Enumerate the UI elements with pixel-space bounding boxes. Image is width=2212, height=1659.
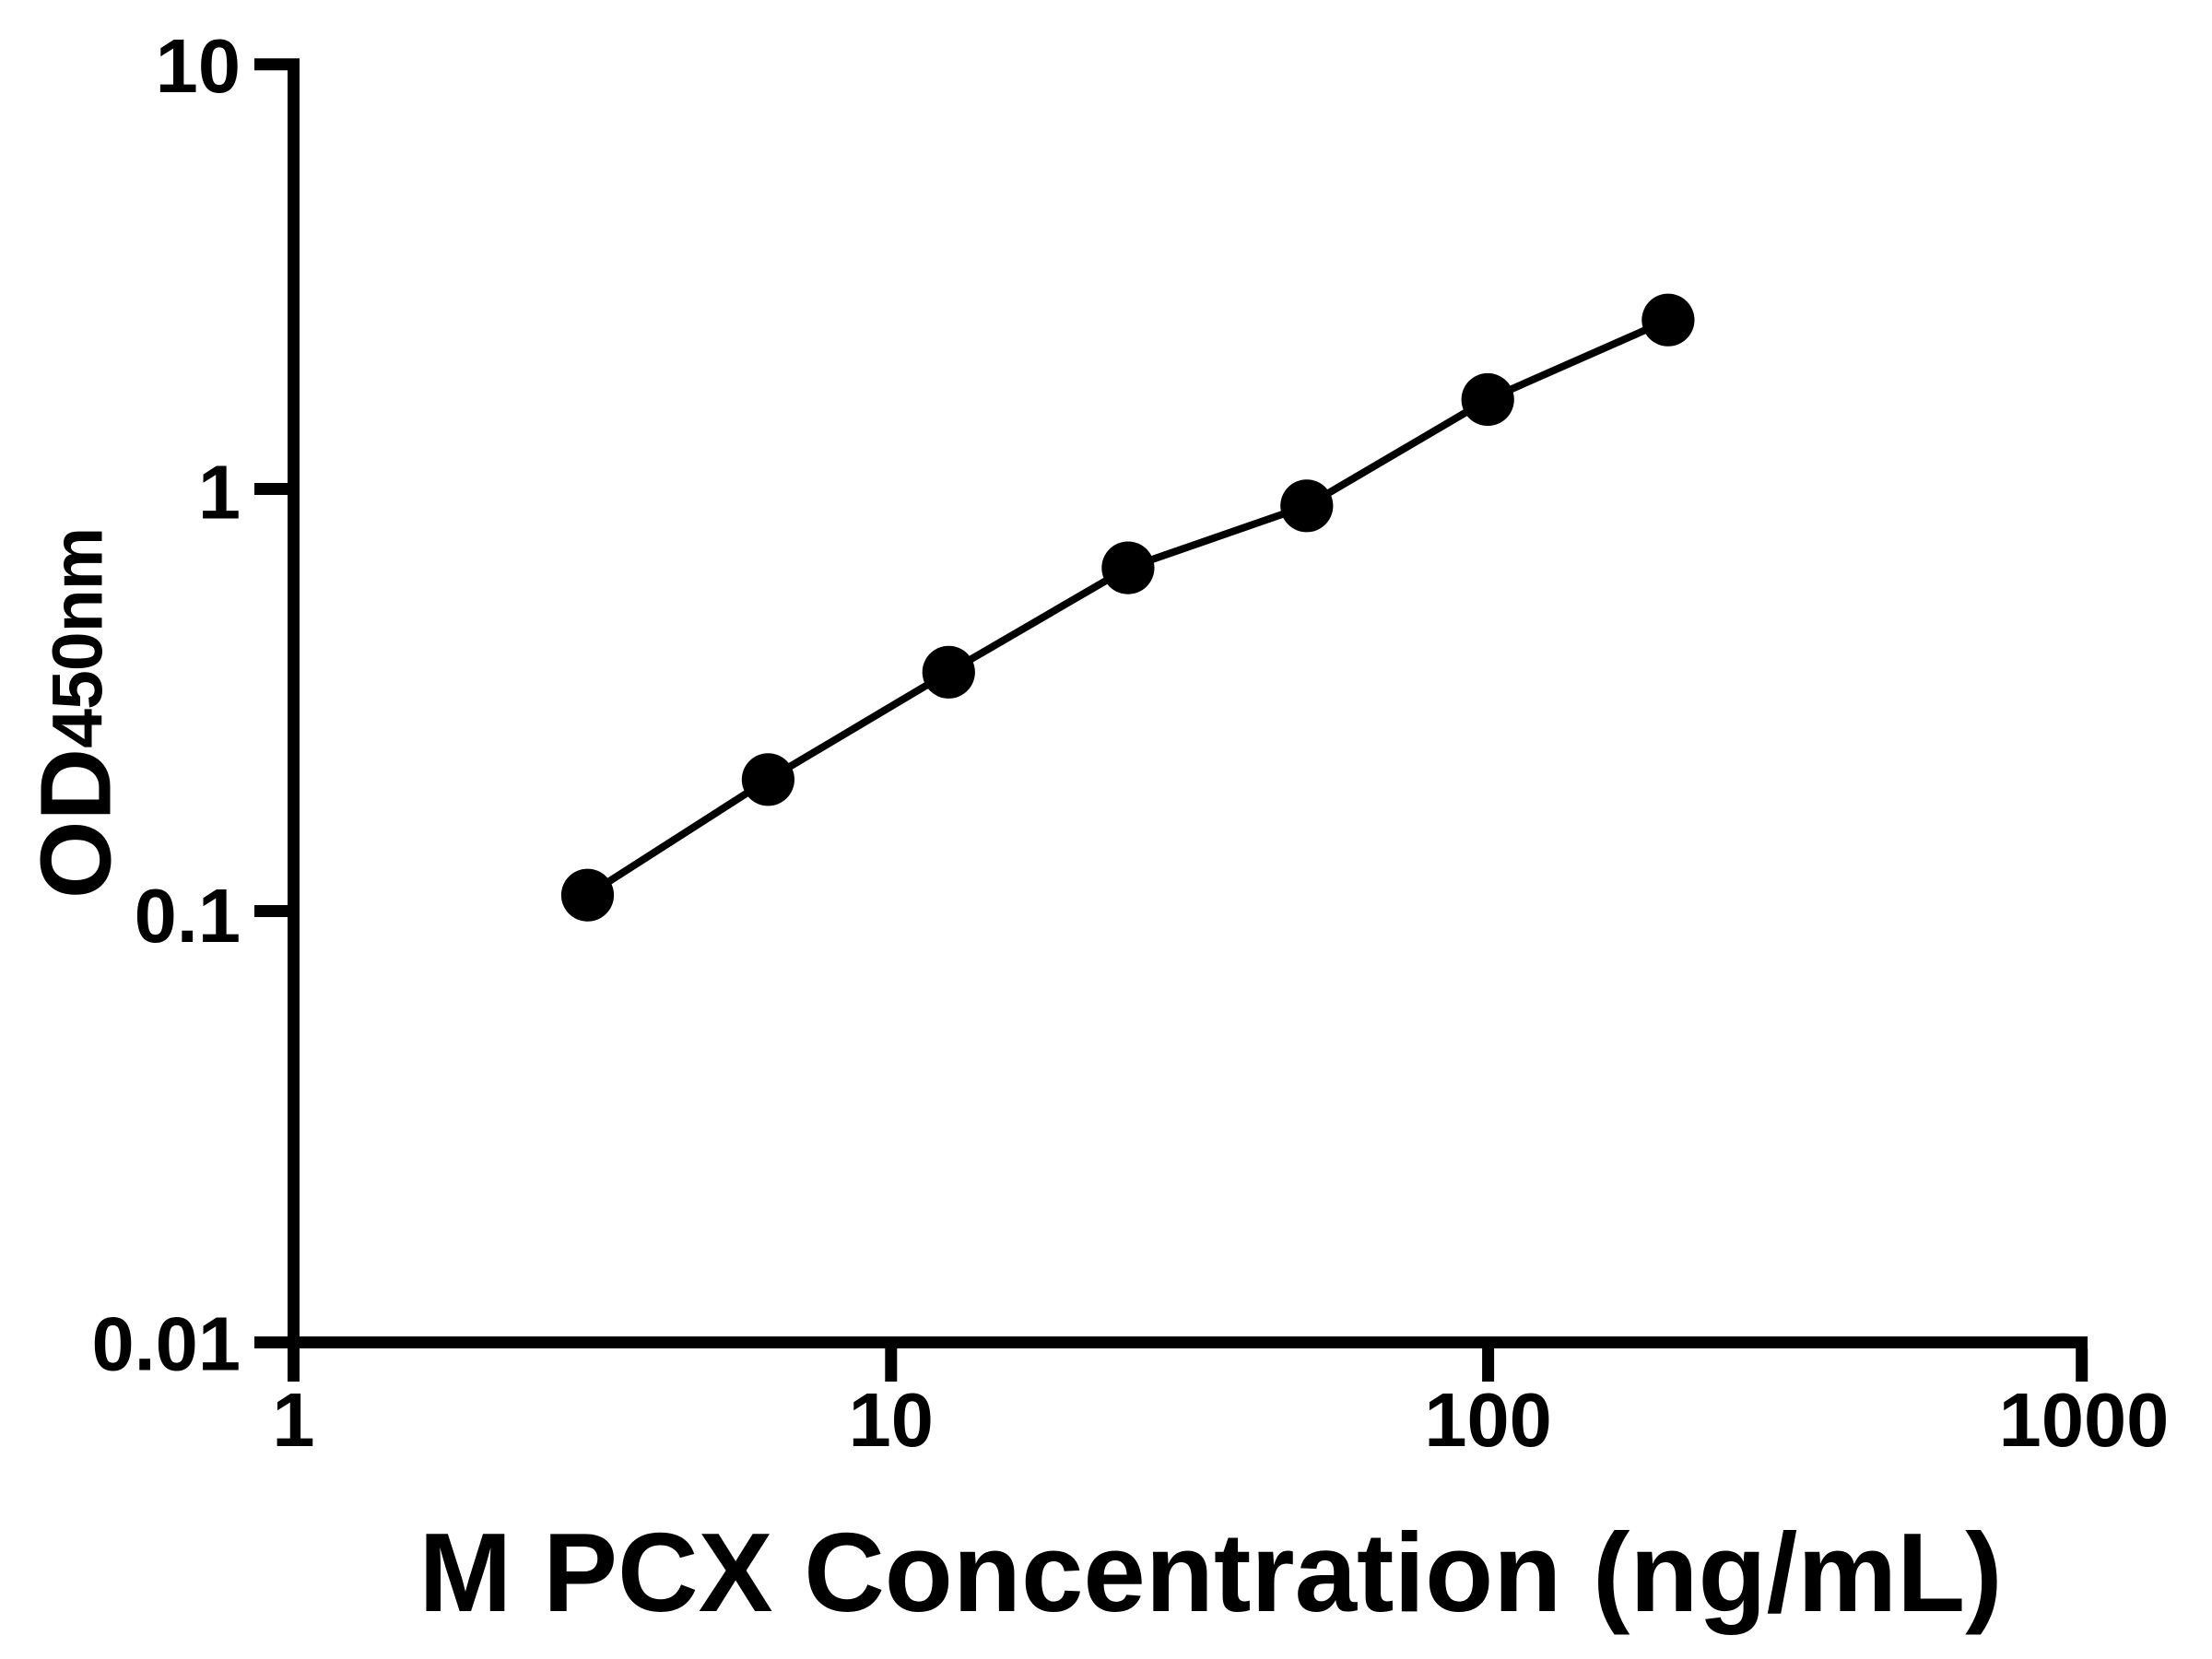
svg-text:M PCX Concentration (ng/mL): M PCX Concentration (ng/mL) <box>418 1510 2002 1635</box>
svg-text:1000: 1000 <box>1999 1377 2170 1463</box>
svg-text:OD450nm: OD450nm <box>20 528 133 899</box>
svg-text:0.1: 0.1 <box>135 873 241 959</box>
svg-text:1: 1 <box>198 450 241 535</box>
svg-text:0.01: 0.01 <box>91 1301 241 1387</box>
svg-text:100: 100 <box>1424 1377 1551 1463</box>
svg-text:10: 10 <box>849 1377 934 1463</box>
svg-text:1: 1 <box>272 1377 314 1463</box>
svg-text:10: 10 <box>156 23 241 109</box>
